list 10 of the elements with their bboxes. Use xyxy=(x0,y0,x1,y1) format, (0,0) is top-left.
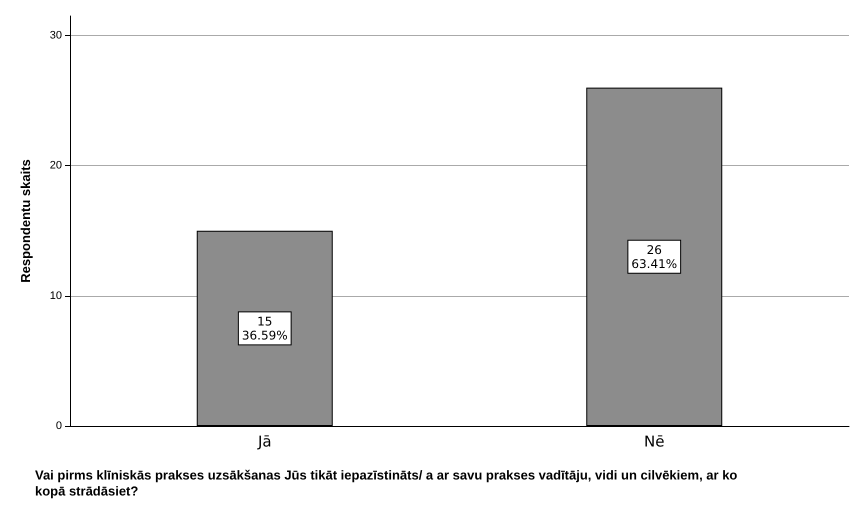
y-tick-label: 0 xyxy=(56,420,62,432)
y-axis-title: Respondentu skaits xyxy=(18,159,33,283)
x-tick-label: Nē xyxy=(644,432,664,450)
y-tick-label: 10 xyxy=(50,290,62,302)
data-label: 26 63.41% xyxy=(631,242,678,271)
x-axis-title: Vai pirms klīniskās prakses uzsākšanas Jūs tikāt iepazīstināts/ a ar savu prakses vadītāju, vidi un cilvēkiem, ar ko kopā strādāsiet? xyxy=(35,468,741,498)
y-tick-label: 20 xyxy=(50,160,62,172)
x-tick-label: Jā xyxy=(256,432,272,450)
data-label: 15 36.59% xyxy=(242,314,288,342)
y-tick-label: 30 xyxy=(50,30,62,42)
